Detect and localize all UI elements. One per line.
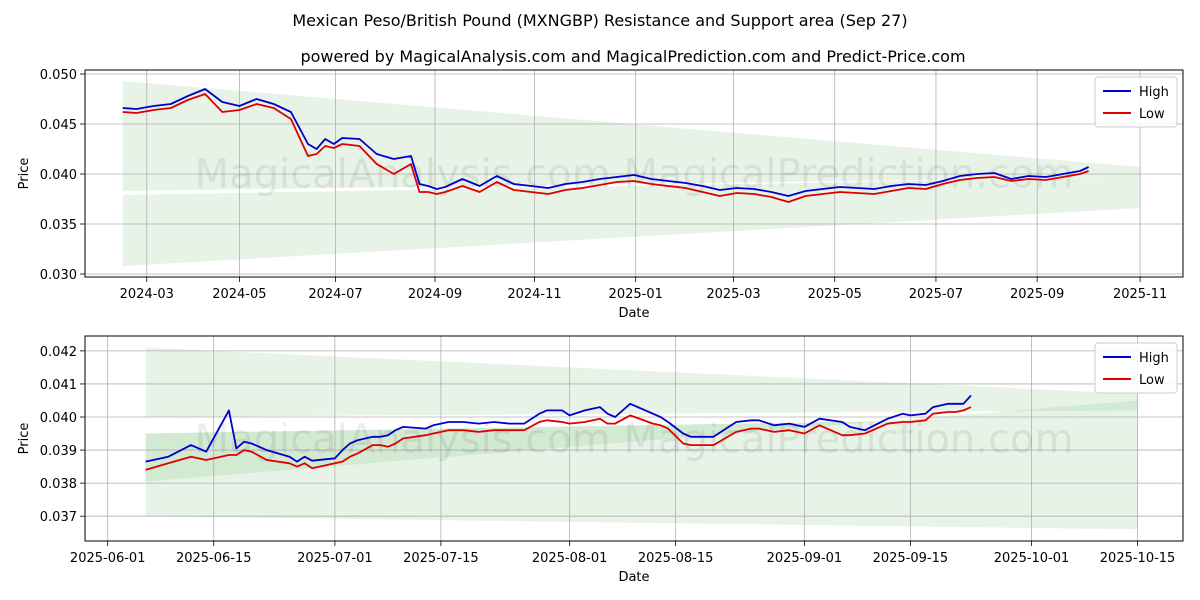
x-tick-label: 2025-07	[909, 287, 963, 302]
legend-label-low: Low	[1139, 107, 1165, 122]
series-line-low	[122, 93, 1089, 203]
series-layer	[122, 88, 1089, 203]
x-tick-label: 2025-09	[1010, 287, 1064, 302]
band-layer	[145, 347, 1138, 530]
y-axis-label: Price	[17, 423, 32, 455]
forecast-band-1	[145, 347, 1138, 417]
chart-title: Mexican Peso/British Pound (MXNGBP) Resi…	[292, 11, 907, 30]
x-tick-label: 2025-03	[706, 287, 760, 302]
y-tick-label: 0.040	[40, 411, 77, 426]
x-tick-label: 2024-05	[212, 287, 266, 302]
chart-subtitle: powered by MagicalAnalysis.com and Magic…	[300, 47, 965, 66]
x-axis-label: Date	[618, 570, 649, 585]
y-tick-label: 0.050	[40, 68, 77, 83]
x-tick-label: 2025-01	[609, 287, 663, 302]
x-tick-label: 2025-05	[808, 287, 862, 302]
watermark: MagicalAnalysis.com MagicalPrediction.co…	[195, 417, 1074, 463]
series-line-high	[122, 88, 1089, 197]
x-tick-label: 2025-09-15	[873, 551, 949, 566]
forecast-band-2	[122, 177, 1141, 266]
x-tick-label: 2025-06-01	[70, 551, 146, 566]
x-tick-label: 2025-09-01	[767, 551, 843, 566]
y-tick-label: 0.042	[40, 345, 77, 360]
x-tick-label: 2025-07-01	[297, 551, 373, 566]
x-tick-label: 2025-11	[1113, 287, 1167, 302]
y-tick-label: 0.039	[40, 444, 77, 459]
plot-frame	[84, 69, 1184, 278]
y-tick-label: 0.045	[40, 118, 77, 133]
y-tick-label: 0.040	[40, 168, 77, 183]
series-layer	[145, 394, 972, 471]
x-tick-label: 2024-09	[408, 287, 462, 302]
x-tick-label: 2024-11	[507, 287, 561, 302]
y-tick-label: 0.030	[40, 268, 77, 283]
x-tick-label: 2025-10-15	[1100, 551, 1176, 566]
legend-label-low: Low	[1139, 373, 1165, 388]
y-tick-label: 0.041	[40, 378, 77, 393]
x-axis-label: Date	[618, 306, 649, 321]
legend-label-high: High	[1139, 85, 1169, 100]
y-axis-label: Price	[17, 158, 32, 190]
y-tick-label: 0.038	[40, 477, 77, 492]
x-tick-label: 2025-08-01	[532, 551, 608, 566]
y-tick-label: 0.035	[40, 218, 77, 233]
series-line-high	[145, 394, 972, 463]
x-tick-label: 2025-10-01	[994, 551, 1070, 566]
top-chart: 2024-03 2024-05 2024-07 2024-09 2024-11 2025-…	[17, 68, 1184, 321]
x-tick-label: 2025-06-15	[176, 551, 252, 566]
bottom-chart: 2025-06-01 2025-06-15 2025-07-01 2025-07-15…	[17, 335, 1184, 585]
series-line-low	[145, 406, 972, 471]
x-tick-label: 2025-08-15	[638, 551, 714, 566]
forecast-band-2	[145, 400, 1138, 482]
legend-label-high: High	[1139, 351, 1169, 366]
legend-box	[1094, 342, 1178, 394]
x-tick-label: 2024-07	[308, 287, 362, 302]
plot-frame	[84, 335, 1184, 542]
legend-box	[1094, 76, 1178, 128]
y-tick-label: 0.037	[40, 510, 77, 525]
x-tick-label: 2024-03	[120, 287, 174, 302]
x-tick-label: 2025-07-15	[403, 551, 479, 566]
